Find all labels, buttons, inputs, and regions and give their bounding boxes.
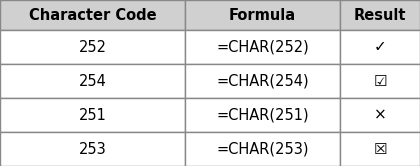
Text: =CHAR(254): =CHAR(254): [216, 74, 309, 89]
Bar: [0, 132, 185, 166]
Text: ✓: ✓: [374, 39, 386, 54]
Bar: [340, 0, 420, 30]
Text: Result: Result: [354, 8, 406, 23]
Text: 254: 254: [79, 74, 106, 89]
Bar: [340, 98, 420, 132]
Text: 252: 252: [79, 39, 107, 54]
Bar: [340, 30, 420, 64]
Text: ☒: ☒: [373, 141, 387, 157]
Text: Character Code: Character Code: [29, 8, 156, 23]
Text: 251: 251: [79, 108, 106, 122]
Bar: [0, 166, 420, 168]
Text: Formula: Formula: [229, 8, 296, 23]
Text: =CHAR(252): =CHAR(252): [216, 39, 309, 54]
Bar: [185, 98, 340, 132]
Bar: [185, 0, 340, 30]
Text: ×: ×: [374, 108, 386, 122]
Text: =CHAR(253): =CHAR(253): [216, 141, 309, 157]
Bar: [0, 0, 185, 30]
Text: =CHAR(251): =CHAR(251): [216, 108, 309, 122]
Bar: [340, 64, 420, 98]
Bar: [340, 132, 420, 166]
Bar: [0, 64, 185, 98]
Bar: [185, 64, 340, 98]
Bar: [185, 132, 340, 166]
Text: 253: 253: [79, 141, 106, 157]
Bar: [0, 98, 185, 132]
Text: ☑: ☑: [373, 74, 387, 89]
Bar: [0, 30, 185, 64]
Bar: [185, 30, 340, 64]
